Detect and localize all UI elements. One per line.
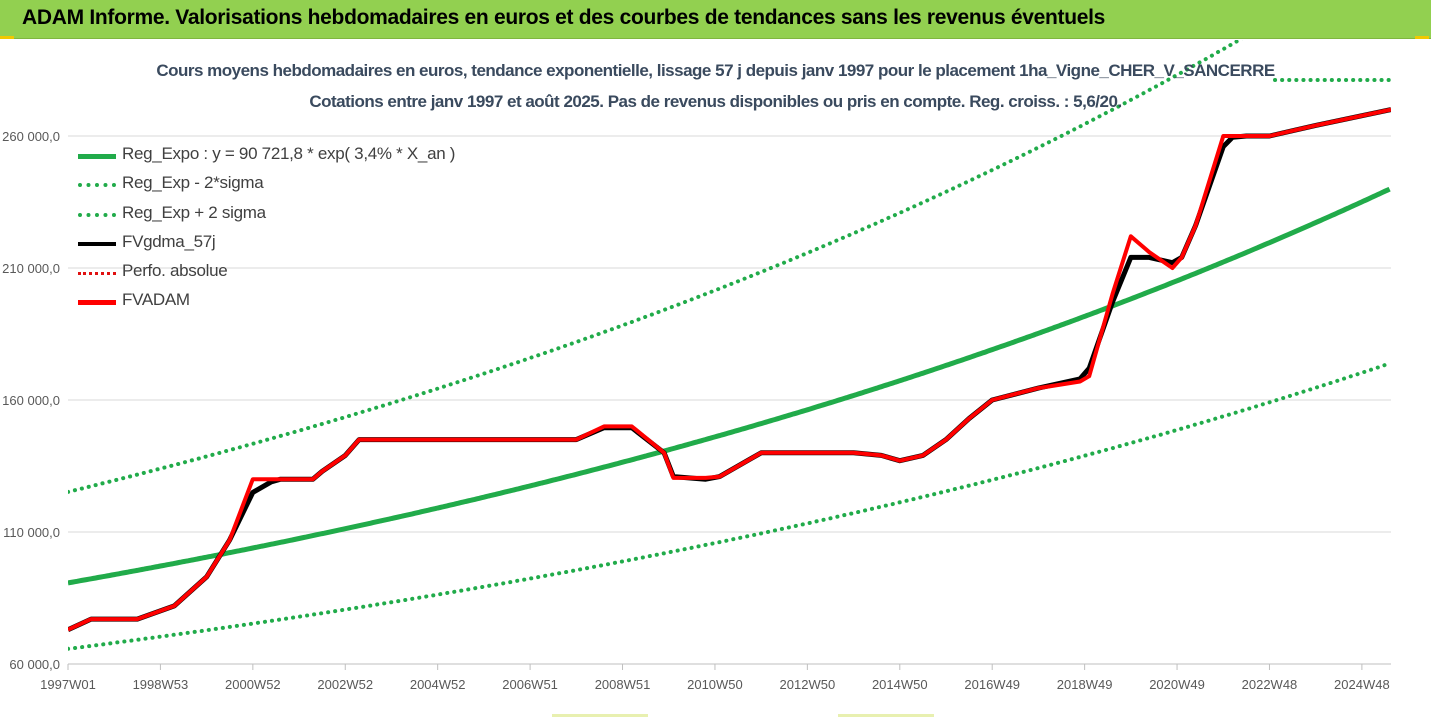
- legend-label-fvadam: FVADAM: [122, 290, 190, 310]
- legend-swatch-fvadam: [78, 300, 116, 306]
- header-title: ADAM Informe. Valorisations hebdomadaire…: [22, 6, 1106, 29]
- series-fvgdma: [68, 107, 1391, 632]
- legend-swatch-reg-expo: [78, 154, 116, 159]
- right-corner-mark: [1415, 36, 1429, 39]
- legend-swatch-fvgdma: [78, 241, 116, 246]
- x-tick-label: 2006W51: [502, 677, 558, 692]
- x-tick-label: 2000W52: [225, 677, 281, 692]
- series-reg-expo: [68, 186, 1391, 586]
- series-reg-exp-high: [68, 40, 1244, 494]
- legend-label-perfo: Perfo. absolue: [122, 261, 228, 281]
- header-bar: ADAM Informe. Valorisations hebdomadaire…: [0, 0, 1431, 39]
- y-tick-label: 260 000,0: [2, 129, 60, 144]
- legend-label-reg-expo: Reg_Expo : y = 90 721,8 * exp( 3,4% * X_…: [122, 144, 456, 163]
- series-reg-exp-low: [68, 361, 1391, 651]
- y-tick-label: 160 000,0: [2, 393, 60, 408]
- legend-label-reg-exp-high: Reg_Exp + 2 sigma: [122, 202, 266, 222]
- x-tick-label: 2002W52: [317, 677, 373, 692]
- legend-label-reg-exp-low: Reg_Exp - 2*sigma: [122, 173, 264, 193]
- x-tick-label: 2010W50: [687, 677, 743, 692]
- x-tick-label: 2022W48: [1242, 677, 1298, 692]
- x-tick-label: 2020W49: [1149, 677, 1205, 692]
- x-tick-label: 1998W53: [133, 677, 189, 692]
- x-tick-label: 1997W01: [40, 677, 96, 692]
- bottom-mark-1: [552, 714, 648, 717]
- x-tick-label: 2008W51: [595, 677, 651, 692]
- x-tick-label: 2004W52: [410, 677, 466, 692]
- legend-swatch-reg-exp-high: [78, 212, 116, 217]
- x-tick-label: 2012W50: [780, 677, 836, 692]
- series-fvadam: [68, 107, 1391, 632]
- y-tick-label: 60 000,0: [9, 657, 60, 672]
- x-tick-label: 2024W48: [1334, 677, 1390, 692]
- x-tick-label: 2018W49: [1057, 677, 1113, 692]
- chart-title: Cours moyens hebdomadaires en euros, ten…: [156, 61, 1275, 80]
- y-tick-label: 110 000,0: [3, 525, 60, 540]
- legend-label-fvgdma: FVgdma_57j: [122, 231, 216, 251]
- chart-area: 60 000,0 110 000,0 160 000,0 210 000,0 260 0…: [0, 38, 1431, 718]
- chart-subtitle: Cotations entre janv 1997 et août 2025. …: [309, 92, 1122, 111]
- legend-swatch-reg-exp-low: [78, 183, 116, 188]
- chart-svg: 60 000,0 110 000,0 160 000,0 210 000,0 260 0…: [2, 40, 1394, 692]
- bottom-mark-2: [838, 714, 934, 717]
- y-tick-label: 210 000,0: [2, 261, 60, 276]
- x-tick-label: 2014W50: [872, 677, 928, 692]
- plot-group: [68, 40, 1391, 651]
- left-corner-mark: [0, 36, 14, 39]
- x-tick-label: 2016W49: [964, 677, 1020, 692]
- legend-swatch-perfo: [78, 272, 116, 276]
